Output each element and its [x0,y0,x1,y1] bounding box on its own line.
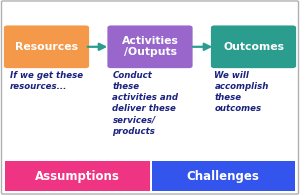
Text: Assumptions: Assumptions [35,170,120,183]
Text: We will
accomplish
these
outcomes: We will accomplish these outcomes [214,71,269,113]
Text: If we get these
resources...: If we get these resources... [10,71,83,91]
Text: Conduct
these
activities and
deliver these
services/
products: Conduct these activities and deliver the… [112,71,178,136]
Text: Activities
/Outputs: Activities /Outputs [122,36,178,57]
Text: Resources: Resources [15,42,78,52]
Bar [5,161,150,191]
FancyBboxPatch shape [4,26,89,68]
Bar [152,161,295,191]
FancyBboxPatch shape [2,1,298,194]
Text: Outcomes: Outcomes [223,42,284,52]
FancyBboxPatch shape [211,26,296,68]
Text: Challenges: Challenges [187,170,260,183]
FancyBboxPatch shape [107,26,193,68]
